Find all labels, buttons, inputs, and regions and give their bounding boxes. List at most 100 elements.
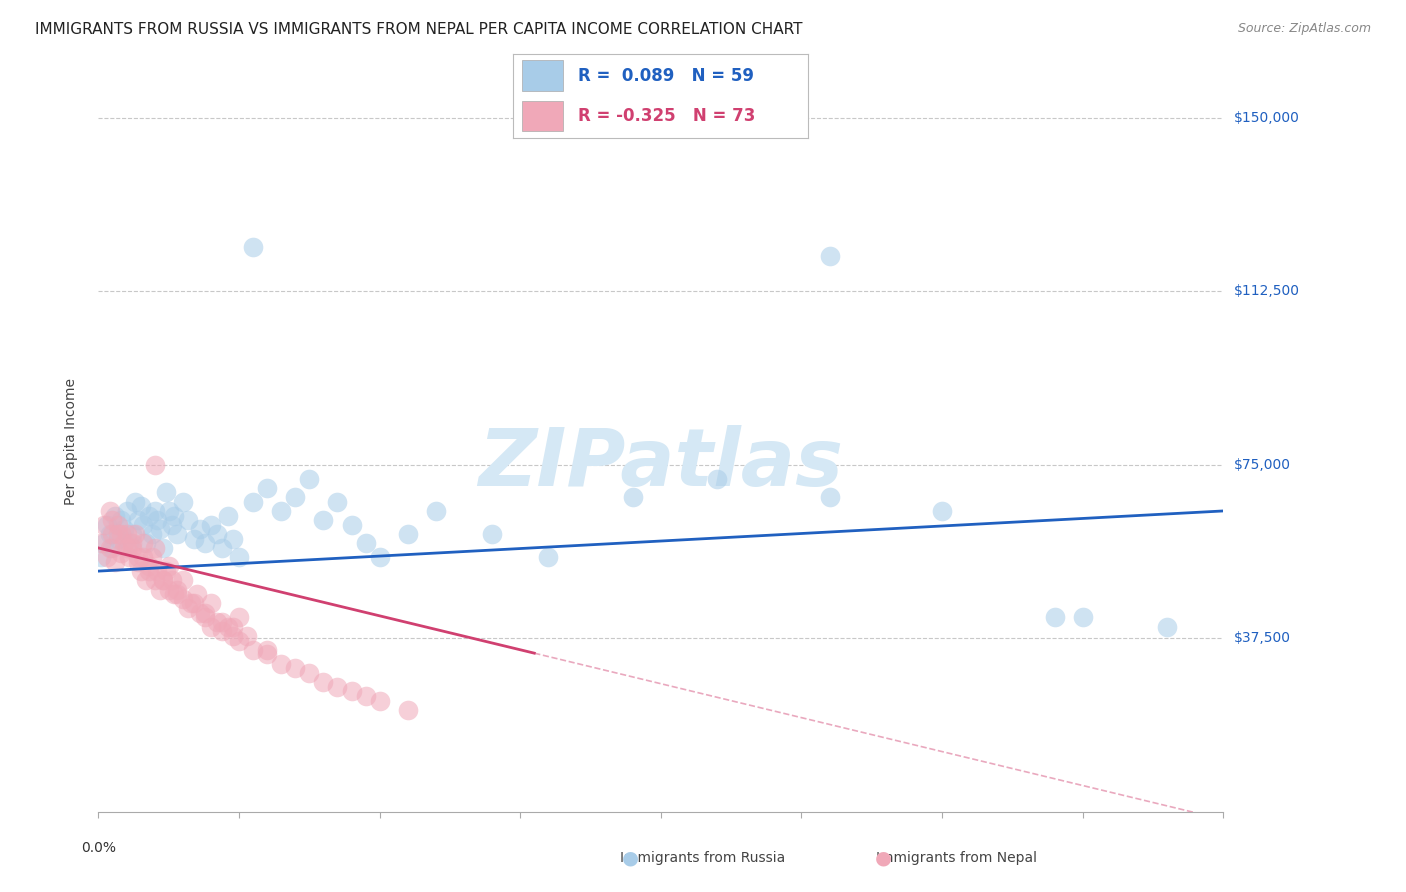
Point bbox=[107, 527, 129, 541]
Point bbox=[107, 532, 129, 546]
Point bbox=[121, 541, 143, 555]
Point bbox=[143, 504, 166, 518]
Point bbox=[217, 619, 239, 633]
Point bbox=[186, 587, 208, 601]
Point bbox=[110, 513, 132, 527]
Point bbox=[242, 642, 264, 657]
Point bbox=[222, 532, 245, 546]
Point bbox=[256, 648, 278, 662]
Point bbox=[132, 536, 155, 550]
Point bbox=[112, 536, 135, 550]
Point bbox=[537, 550, 560, 565]
Point bbox=[284, 490, 307, 504]
Text: Immigrants from Nepal: Immigrants from Nepal bbox=[876, 851, 1036, 865]
Point bbox=[222, 619, 245, 633]
Point bbox=[340, 684, 363, 698]
Point bbox=[172, 574, 194, 588]
Point bbox=[1043, 610, 1066, 624]
Point bbox=[93, 536, 115, 550]
Point bbox=[135, 536, 157, 550]
Point bbox=[149, 523, 172, 537]
Point bbox=[1071, 610, 1094, 624]
Point bbox=[298, 471, 321, 485]
Point bbox=[163, 508, 186, 523]
Point bbox=[90, 536, 112, 550]
Point bbox=[194, 606, 217, 620]
Text: IMMIGRANTS FROM RUSSIA VS IMMIGRANTS FROM NEPAL PER CAPITA INCOME CORRELATION CH: IMMIGRANTS FROM RUSSIA VS IMMIGRANTS FRO… bbox=[35, 22, 803, 37]
Point bbox=[132, 550, 155, 565]
Point bbox=[228, 550, 250, 565]
Text: ●: ● bbox=[621, 848, 638, 868]
Y-axis label: Per Capita Income: Per Capita Income bbox=[63, 378, 77, 505]
Point bbox=[118, 536, 141, 550]
Point bbox=[298, 665, 321, 680]
Point bbox=[242, 494, 264, 508]
Point bbox=[326, 680, 349, 694]
Point bbox=[354, 536, 377, 550]
Point bbox=[194, 536, 217, 550]
Point bbox=[104, 555, 127, 569]
Point bbox=[368, 694, 391, 708]
Point bbox=[177, 513, 200, 527]
Point bbox=[138, 559, 160, 574]
Point bbox=[129, 500, 152, 514]
Point bbox=[228, 610, 250, 624]
Point bbox=[149, 582, 172, 597]
Point bbox=[160, 517, 183, 532]
Text: $150,000: $150,000 bbox=[1234, 111, 1301, 125]
Point bbox=[396, 527, 419, 541]
Point bbox=[121, 527, 143, 541]
Point bbox=[157, 559, 180, 574]
Point bbox=[127, 555, 149, 569]
Point bbox=[217, 508, 239, 523]
Point bbox=[118, 550, 141, 565]
Point bbox=[155, 564, 177, 578]
Point bbox=[340, 517, 363, 532]
Text: R = -0.325   N = 73: R = -0.325 N = 73 bbox=[578, 107, 755, 125]
Point bbox=[163, 587, 186, 601]
Point bbox=[132, 517, 155, 532]
Point bbox=[188, 523, 211, 537]
Point bbox=[818, 490, 841, 504]
Point bbox=[124, 494, 146, 508]
Text: R =  0.089   N = 59: R = 0.089 N = 59 bbox=[578, 67, 754, 85]
Point bbox=[211, 541, 233, 555]
Point bbox=[101, 527, 124, 541]
FancyBboxPatch shape bbox=[522, 101, 564, 131]
Point bbox=[138, 508, 160, 523]
Point bbox=[127, 550, 149, 565]
Text: Immigrants from Russia: Immigrants from Russia bbox=[620, 851, 786, 865]
Point bbox=[104, 508, 127, 523]
Point bbox=[242, 240, 264, 254]
Point bbox=[228, 633, 250, 648]
Point bbox=[166, 527, 188, 541]
Text: $112,500: $112,500 bbox=[1234, 285, 1301, 298]
Point bbox=[183, 597, 205, 611]
Point bbox=[146, 513, 169, 527]
Point bbox=[143, 458, 166, 472]
Point bbox=[124, 527, 146, 541]
Point bbox=[270, 657, 292, 671]
Point bbox=[284, 661, 307, 675]
Point bbox=[183, 532, 205, 546]
Point bbox=[166, 587, 188, 601]
Point bbox=[205, 615, 228, 629]
Point bbox=[270, 504, 292, 518]
Point bbox=[141, 550, 163, 565]
Point bbox=[396, 703, 419, 717]
Point bbox=[141, 527, 163, 541]
Point bbox=[200, 517, 222, 532]
Point bbox=[96, 517, 118, 532]
Point bbox=[256, 481, 278, 495]
Point bbox=[621, 490, 644, 504]
Point bbox=[1156, 619, 1178, 633]
Point bbox=[152, 574, 174, 588]
Point bbox=[222, 629, 245, 643]
Point bbox=[101, 541, 124, 555]
Point bbox=[205, 527, 228, 541]
Point bbox=[157, 582, 180, 597]
Point bbox=[152, 541, 174, 555]
Point bbox=[98, 504, 121, 518]
Point bbox=[138, 564, 160, 578]
Point bbox=[211, 624, 233, 639]
